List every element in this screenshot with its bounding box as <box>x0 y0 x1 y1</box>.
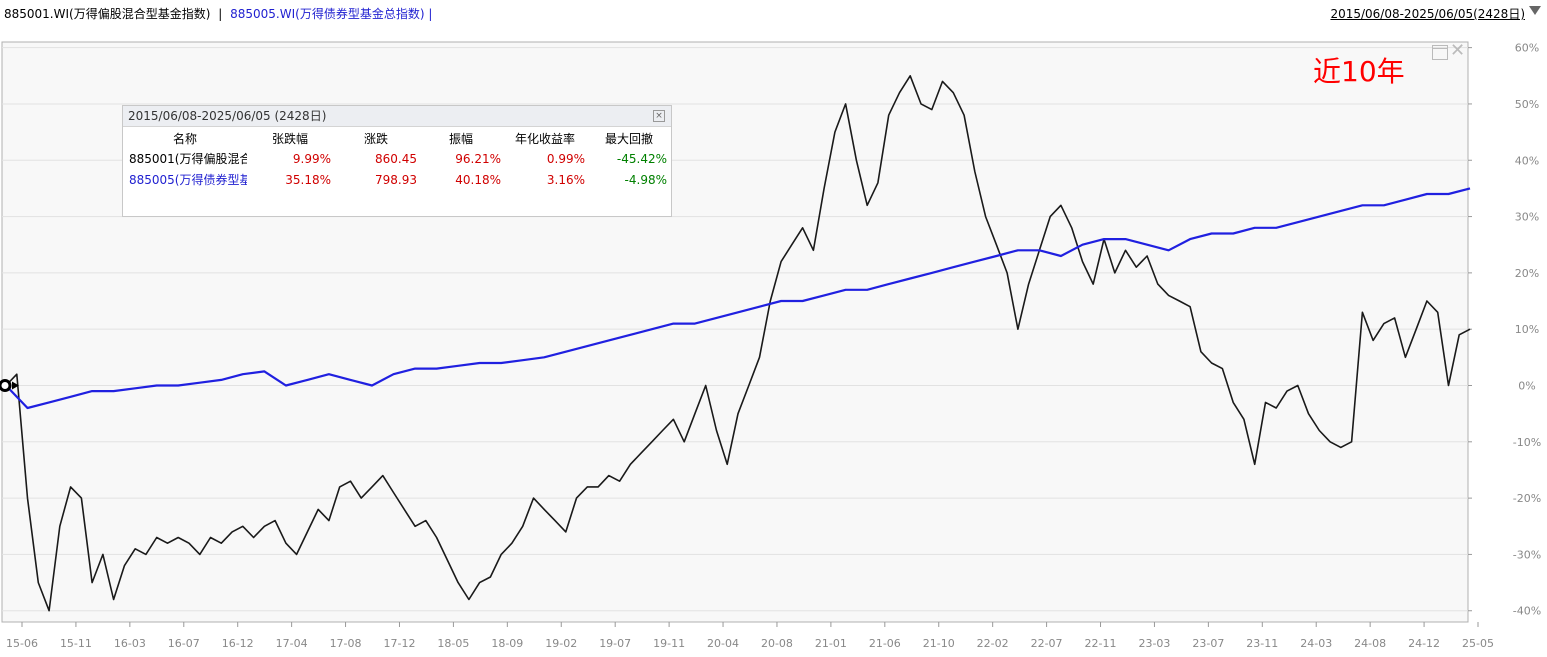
x-tick-label: 17-12 <box>383 637 415 650</box>
x-tick-label: 21-06 <box>869 637 901 650</box>
series-legend: 885001.WI(万得偏股混合型基金指数) | 885005.WI(万得债券型… <box>4 5 432 22</box>
legend-separator: | <box>218 7 223 21</box>
x-tick-label: 20-08 <box>761 637 793 650</box>
col-name[interactable]: 名称 <box>172 131 197 146</box>
x-tick-label: 16-03 <box>114 637 146 650</box>
row-annual: 0.99% <box>546 151 585 166</box>
date-range-selector[interactable]: 2015/06/08-2025/06/05(2428日) <box>1330 7 1525 21</box>
x-tick-label: 19-07 <box>599 637 631 650</box>
row-name: 885001(万得偏股混合 <box>129 152 247 166</box>
close-icon[interactable]: ✕ <box>1450 40 1466 61</box>
x-tick-label: 23-07 <box>1192 637 1224 650</box>
x-tick-label: 24-03 <box>1300 637 1332 650</box>
stats-title-text: 2015/06/08-2025/06/05 (2428日) <box>128 109 327 123</box>
x-tick-label: 15-06 <box>6 637 38 650</box>
x-tick-label: 16-12 <box>222 637 254 650</box>
col-amp[interactable]: 振幅 <box>448 131 473 146</box>
x-tick-label: 24-12 <box>1408 637 1440 650</box>
x-tick-label: 20-04 <box>707 637 739 650</box>
x-tick-label: 23-11 <box>1246 637 1278 650</box>
stats-header-row: 名称 张跌幅 涨跌 振幅 年化收益率 最大回撤 <box>123 128 671 148</box>
x-tick-label: 21-01 <box>815 637 847 650</box>
row-amp: 96.21% <box>455 151 501 166</box>
start-marker[interactable] <box>0 378 19 392</box>
x-tick-label: 21-10 <box>923 637 955 650</box>
legend-trailing-separator: | <box>428 7 433 21</box>
legend-series-2[interactable]: 885005.WI(万得债券型基金总指数) <box>230 7 425 21</box>
y-tick-label: -40% <box>1513 605 1541 618</box>
y-tick-label: 0% <box>1518 379 1535 392</box>
x-tick-label: 18-09 <box>491 637 523 650</box>
row-drawdown: -4.98% <box>624 172 667 187</box>
y-tick-label: -30% <box>1513 548 1541 561</box>
drag-handle-icon[interactable] <box>12 381 19 390</box>
stats-panel-title: 2015/06/08-2025/06/05 (2428日) × <box>123 106 671 127</box>
x-tick-label: 22-02 <box>977 637 1009 650</box>
stats-close-icon[interactable]: × <box>653 110 665 122</box>
legend-series-1[interactable]: 885001.WI(万得偏股混合型基金指数) <box>4 7 211 21</box>
x-tick-label: 17-08 <box>330 637 362 650</box>
row-drawdown: -45.42% <box>616 151 667 166</box>
stats-row[interactable]: 885001(万得偏股混合 9.99% 860.45 96.21% 0.99% … <box>123 148 671 169</box>
y-tick-label: -20% <box>1513 492 1541 505</box>
y-tick-label: 50% <box>1515 98 1539 111</box>
start-point-marker[interactable] <box>0 378 12 392</box>
y-tick-label: 10% <box>1515 323 1539 336</box>
x-tick-label: 19-02 <box>545 637 577 650</box>
row-amp: 40.18% <box>455 172 501 187</box>
col-annual[interactable]: 年化收益率 <box>514 131 575 146</box>
x-tick-label: 25-05 <box>1462 637 1494 650</box>
period-label: 近10年 <box>1313 55 1405 88</box>
stats-row[interactable]: 885005(万得债券型基 35.18% 798.93 40.18% 3.16%… <box>123 169 671 190</box>
row-pct: 35.18% <box>285 172 331 187</box>
row-chg: 798.93 <box>375 172 417 187</box>
chart-header: 885001.WI(万得偏股混合型基金指数) | 885005.WI(万得债券型… <box>0 0 1547 24</box>
stats-panel: 2015/06/08-2025/06/05 (2428日) × 名称 张跌幅 涨… <box>122 105 672 217</box>
maximize-icon[interactable] <box>1432 45 1448 60</box>
series-line[interactable] <box>5 187 1471 410</box>
x-tick-label: 22-07 <box>1031 637 1063 650</box>
col-chg[interactable]: 涨跌 <box>363 131 388 146</box>
y-tick-label: 20% <box>1515 267 1539 280</box>
y-tick-label: 30% <box>1515 211 1539 224</box>
x-tick-label: 17-04 <box>276 637 308 650</box>
x-tick-label: 16-07 <box>168 637 200 650</box>
x-tick-label: 24-08 <box>1354 637 1386 650</box>
x-tick-label: 23-03 <box>1138 637 1170 650</box>
y-tick-label: 60% <box>1515 42 1539 55</box>
x-axis: 15-06 15-11 16-03 16-07 16-12 17-04 17-08 17-12… <box>6 622 1494 650</box>
series-line[interactable] <box>5 75 1471 612</box>
x-tick-label: 19-11 <box>653 637 685 650</box>
series-lines <box>5 75 1471 612</box>
row-annual: 3.16% <box>546 172 585 187</box>
col-drawdown[interactable]: 最大回撤 <box>604 131 653 146</box>
row-name: 885005(万得债券型基 <box>129 173 247 187</box>
row-pct: 9.99% <box>292 151 331 166</box>
y-axis: 60% 50% 40% 30% 20% 10% 0% -10% -20% -30% -40% <box>1468 42 1541 618</box>
x-tick-label: 22-11 <box>1085 637 1117 650</box>
x-tick-label: 15-11 <box>60 637 92 650</box>
y-tick-label: 40% <box>1515 154 1539 167</box>
row-chg: 860.45 <box>375 151 417 166</box>
x-tick-label: 18-05 <box>437 637 469 650</box>
stats-table: 名称 张跌幅 涨跌 振幅 年化收益率 最大回撤 885001(万得偏股混合 9.… <box>123 128 671 190</box>
col-pct[interactable]: 张跌幅 <box>271 131 308 146</box>
y-tick-label: -10% <box>1513 436 1541 449</box>
dropdown-arrow-icon[interactable] <box>1529 6 1541 15</box>
